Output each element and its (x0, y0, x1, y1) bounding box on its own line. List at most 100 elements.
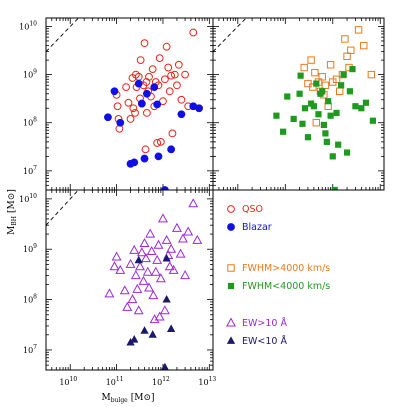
data-point (168, 129, 177, 138)
x-axis-title: Mbulge [M⊙] (101, 393, 154, 404)
data-point (312, 119, 321, 127)
data-point (325, 98, 332, 105)
legend-marker (227, 205, 235, 213)
data-point (150, 266, 161, 276)
data-point (177, 95, 186, 104)
data-point (153, 100, 162, 109)
data-point (152, 254, 163, 264)
data-point (315, 111, 322, 118)
data-point (174, 60, 183, 69)
y-tick-label: 1010 (19, 193, 37, 204)
data-point (154, 152, 163, 161)
legend-label: QSO (242, 204, 263, 215)
data-point (155, 54, 164, 63)
data-point (327, 112, 334, 119)
data-point (142, 266, 153, 276)
data-point (154, 311, 165, 321)
data-point (297, 72, 304, 79)
data-point (167, 71, 176, 80)
data-point (335, 141, 342, 148)
data-point (130, 270, 141, 280)
data-point (150, 83, 159, 91)
data-point (311, 68, 319, 77)
data-point (329, 153, 336, 160)
data-point (135, 261, 145, 271)
data-point (309, 83, 317, 91)
data-point (141, 145, 150, 154)
legend-label: FWHM<4000 km/s (242, 281, 330, 292)
panel-top-right (212, 17, 385, 191)
data-point (340, 71, 347, 78)
data-point (161, 234, 172, 244)
legend-marker (226, 336, 236, 344)
y-axis-title: MBH [M⊙] (7, 189, 18, 235)
data-point (110, 87, 119, 96)
data-point (322, 130, 329, 137)
data-point (126, 115, 135, 123)
data-point (140, 39, 149, 48)
data-point (333, 109, 340, 117)
legend-item: EW>10 Å (226, 317, 287, 329)
data-point (146, 245, 157, 256)
data-point (336, 87, 344, 95)
x-tick-label: 1012 (152, 376, 170, 387)
data-point (137, 99, 146, 108)
panel-bottom-left: 1010 1011 1012 1013 107 108 109 1010 (19, 189, 216, 387)
data-point (145, 228, 156, 238)
legend-item: QSO (227, 204, 263, 215)
data-point (125, 258, 136, 268)
data-point (116, 118, 125, 127)
legend-label: Blazar (242, 222, 272, 233)
x-axis-title-main: M (101, 393, 110, 403)
data-point (115, 264, 126, 274)
data-point (367, 70, 376, 79)
data-point (177, 110, 186, 119)
ticks (45, 190, 213, 371)
one-to-one-line (213, 18, 247, 52)
data-point (181, 70, 189, 79)
data-point (148, 330, 157, 338)
data-point (167, 145, 176, 154)
data-point (111, 251, 122, 261)
data-point (301, 105, 309, 112)
data-point (134, 79, 143, 88)
data-point (159, 97, 167, 106)
legend-marker (227, 223, 235, 231)
data-point (273, 112, 280, 119)
legend-item: EW<10 Å (226, 335, 287, 347)
data-point (129, 244, 140, 254)
data-point (300, 63, 308, 72)
data-point (369, 117, 376, 124)
data-point (310, 103, 317, 110)
data-point (153, 139, 162, 147)
series-0 (104, 198, 203, 324)
data-point (173, 81, 181, 90)
legend-marker (227, 282, 235, 290)
data-point (160, 186, 169, 190)
data-point (320, 121, 327, 129)
data-point (343, 52, 351, 61)
data-point (148, 65, 157, 74)
series-1 (126, 254, 176, 370)
data-point (319, 88, 326, 95)
data-point (341, 35, 349, 43)
data-point (343, 149, 351, 156)
data-point (183, 226, 194, 236)
data-point (104, 113, 112, 122)
data-point (346, 88, 354, 95)
x-tick-label: 1010 (59, 376, 77, 387)
data-point (313, 80, 320, 87)
data-point (177, 233, 188, 243)
y-tick-label: 108 (23, 294, 37, 305)
y-tick-label: 1010 (19, 20, 37, 31)
y-axis-title-sub: BH (11, 216, 18, 226)
series-0 (112, 28, 203, 154)
y-tick-label: 107 (23, 344, 37, 355)
legend: QSO Blazar FWHM>4000 km/s FWHM<4000 km/s EW>… (226, 204, 330, 347)
series-0 (300, 26, 376, 127)
data-point (304, 134, 312, 141)
data-point (180, 270, 191, 280)
x-axis-title-sub: bulge (111, 397, 128, 404)
data-point (321, 81, 330, 89)
